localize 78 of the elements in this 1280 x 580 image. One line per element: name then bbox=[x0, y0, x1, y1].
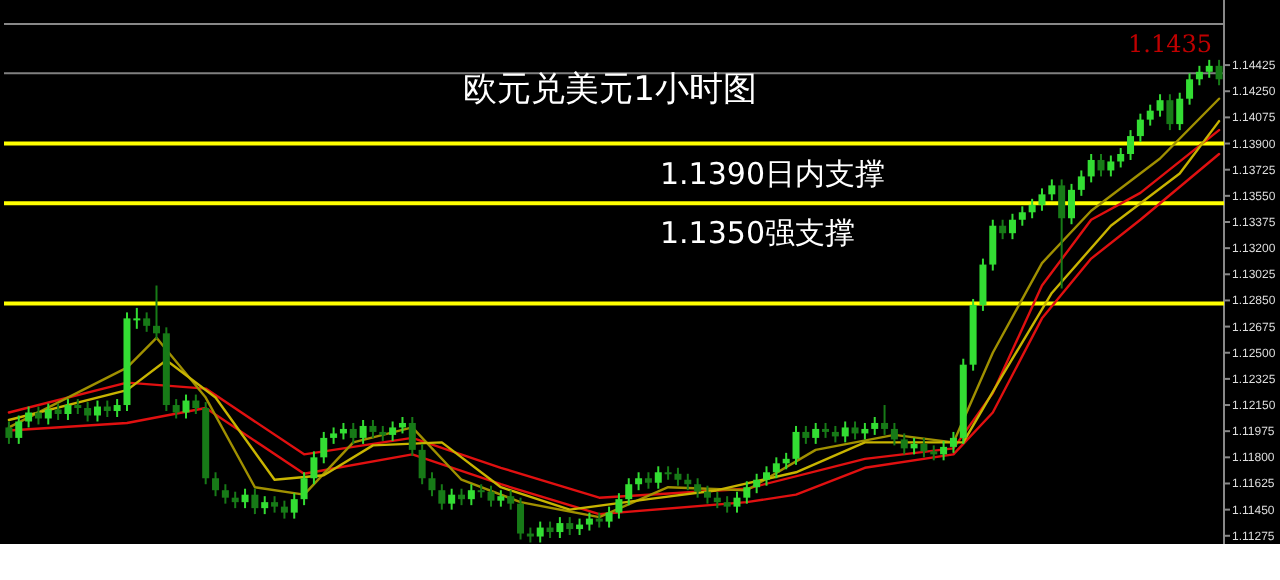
candlestick bbox=[507, 489, 515, 511]
candlestick bbox=[536, 520, 544, 544]
ref-line-label: 1.1350强支撑 bbox=[660, 215, 855, 252]
candlestick bbox=[290, 492, 298, 520]
candlestick bbox=[1176, 91, 1184, 132]
candlestick bbox=[1087, 153, 1095, 184]
candlestick bbox=[1156, 93, 1164, 118]
candlestick bbox=[1028, 197, 1036, 220]
candlestick bbox=[182, 393, 190, 420]
candlestick bbox=[408, 415, 416, 457]
candlestick bbox=[605, 505, 613, 529]
candlestick bbox=[221, 483, 229, 505]
text: 欧元兑美元1小时图 bbox=[463, 70, 757, 110]
candlestick bbox=[900, 432, 908, 456]
candlestick bbox=[1166, 93, 1174, 132]
candlestick bbox=[428, 471, 436, 498]
candlestick bbox=[1097, 153, 1105, 178]
candlestick bbox=[733, 490, 741, 514]
candlestick bbox=[389, 420, 397, 442]
candlestick bbox=[694, 477, 702, 499]
candlestick bbox=[1186, 72, 1194, 106]
candlestick bbox=[172, 398, 180, 420]
candlestick bbox=[615, 492, 623, 520]
candlestick bbox=[64, 398, 72, 421]
candlestick bbox=[143, 311, 151, 333]
candlestick bbox=[625, 477, 633, 507]
candlestick bbox=[989, 218, 997, 272]
candlestick bbox=[418, 442, 426, 486]
candlestick bbox=[890, 421, 898, 447]
candlestick bbox=[1018, 205, 1026, 227]
candlestick bbox=[1136, 112, 1144, 144]
candlestick bbox=[763, 465, 770, 487]
candlestick bbox=[84, 401, 92, 423]
candlestick bbox=[359, 418, 367, 445]
candlestick bbox=[940, 439, 948, 462]
candlestick bbox=[241, 487, 249, 510]
candlestick bbox=[5, 420, 13, 445]
candlestick bbox=[1107, 154, 1115, 178]
candlestick bbox=[1008, 212, 1016, 241]
candlestick bbox=[310, 450, 318, 486]
candlestick bbox=[979, 257, 987, 312]
candlestick bbox=[212, 471, 220, 498]
candlestick bbox=[556, 516, 564, 540]
candlestick bbox=[881, 404, 889, 436]
candlestick bbox=[920, 436, 928, 459]
candlestick bbox=[448, 487, 456, 511]
candlestick bbox=[15, 414, 23, 445]
candlestick bbox=[743, 480, 751, 505]
candlestick bbox=[300, 471, 308, 507]
candlestick bbox=[251, 487, 259, 516]
candlestick bbox=[467, 483, 475, 507]
candlestick bbox=[1127, 129, 1135, 161]
ref-line-label: 1.1390日内支撑 bbox=[660, 155, 885, 192]
candlestick bbox=[320, 430, 328, 465]
candlestick bbox=[1077, 169, 1085, 197]
candlestick bbox=[999, 218, 1007, 241]
candlestick bbox=[1058, 178, 1066, 290]
candlestick bbox=[1195, 64, 1203, 87]
candlestick bbox=[772, 456, 780, 480]
candlestick bbox=[1048, 178, 1056, 202]
candlestick bbox=[153, 284, 160, 341]
candlestick bbox=[1068, 182, 1075, 226]
candlestick bbox=[349, 421, 357, 445]
candlestick bbox=[841, 420, 849, 444]
candlestick bbox=[1117, 147, 1125, 169]
candlestick bbox=[654, 465, 662, 490]
annotation: 1.1435 bbox=[1128, 30, 1212, 58]
candlestick bbox=[487, 484, 495, 508]
candlestick bbox=[792, 424, 800, 466]
candlestick bbox=[812, 421, 820, 445]
candlestick bbox=[192, 393, 200, 415]
candlestick bbox=[517, 496, 525, 541]
candlestick bbox=[438, 483, 446, 511]
candlestick bbox=[949, 430, 957, 454]
candlestick bbox=[1038, 187, 1046, 212]
candlestick bbox=[1146, 103, 1154, 127]
candlestick bbox=[1215, 58, 1223, 87]
candlestick bbox=[753, 472, 761, 495]
